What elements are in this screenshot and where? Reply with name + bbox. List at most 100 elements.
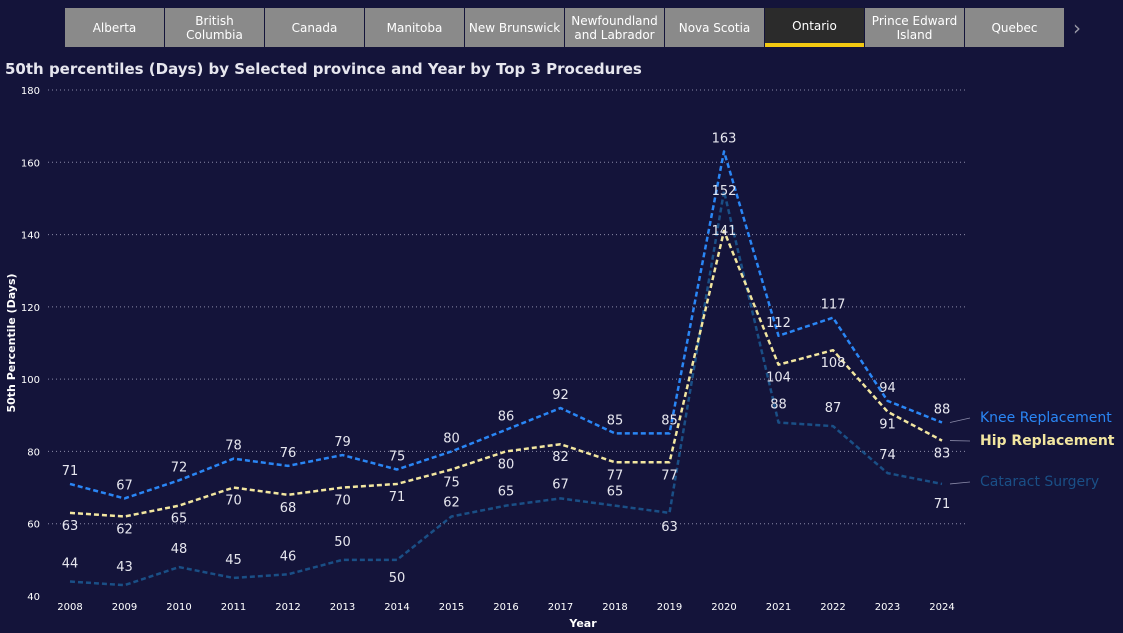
x-tick-label: 2013: [330, 602, 355, 613]
data-label: 72: [171, 460, 188, 475]
data-label: 117: [821, 298, 846, 313]
data-label: 87: [825, 401, 842, 416]
tab-canada[interactable]: Canada: [265, 8, 364, 47]
data-label: 78: [225, 439, 242, 454]
x-tick-label: 2018: [602, 602, 627, 613]
data-label: 71: [389, 490, 406, 505]
y-tick-label: 140: [21, 231, 40, 242]
data-label: 71: [934, 497, 951, 512]
series-line-hip-replacement: [69, 229, 943, 518]
y-tick-label: 120: [21, 303, 40, 314]
tab-prince-edward-island[interactable]: Prince Edward Island: [865, 8, 964, 47]
x-tick-label: 2020: [711, 602, 736, 613]
chart-title: 50th percentiles (Days) by Selected prov…: [5, 60, 642, 78]
data-label: 44: [62, 557, 79, 572]
x-tick-label: 2024: [929, 602, 954, 613]
data-label: 85: [607, 413, 624, 428]
data-label: 108: [821, 356, 846, 371]
x-axis-title: Year: [568, 617, 597, 630]
data-label: 76: [280, 446, 297, 461]
legend-leader: [949, 417, 971, 423]
data-label: 83: [934, 447, 951, 462]
x-tick-label: 2009: [112, 602, 137, 613]
x-tick-label: 2012: [275, 602, 300, 613]
data-label: 77: [661, 468, 678, 483]
chevron-right-icon[interactable]: ›: [1073, 16, 1081, 40]
province-tab-bar: Alberta British Columbia Canada Manitoba New…: [65, 8, 1065, 48]
y-tick-label: 60: [27, 520, 40, 531]
y-tick-label: 80: [27, 447, 40, 458]
legend-label-cataract-surgery: Cataract Surgery: [980, 474, 1099, 490]
tab-manitoba[interactable]: Manitoba: [365, 8, 464, 47]
data-label: 77: [607, 468, 624, 483]
data-label: 65: [171, 512, 188, 527]
data-label: 50: [334, 535, 351, 550]
data-label: 68: [280, 501, 297, 516]
data-label: 104: [766, 371, 791, 386]
y-tick-label: 160: [21, 158, 40, 169]
data-label: 75: [443, 476, 460, 491]
data-label: 112: [766, 316, 791, 331]
data-label: 80: [498, 457, 515, 472]
x-tick-label: 2017: [548, 602, 573, 613]
data-label: 50: [389, 571, 406, 586]
legend-label-hip-replacement: Hip Replacement: [980, 433, 1115, 449]
legend-label-knee-replacement: Knee Replacement: [980, 410, 1112, 426]
data-label: 45: [225, 553, 242, 568]
data-label: 62: [443, 495, 460, 510]
data-label: 48: [171, 542, 188, 557]
data-label: 43: [116, 560, 133, 575]
data-label: 91: [879, 418, 896, 433]
y-tick-label: 100: [21, 375, 40, 386]
data-label: 62: [116, 522, 133, 537]
data-label: 71: [62, 464, 79, 479]
data-label: 88: [934, 403, 951, 418]
tab-ontario[interactable]: Ontario: [765, 8, 864, 47]
x-tick-label: 2010: [166, 602, 191, 613]
data-label: 85: [661, 413, 678, 428]
x-tick-label: 2021: [766, 602, 791, 613]
data-label: 46: [280, 549, 297, 564]
series-line-knee-replacement: [69, 150, 943, 500]
tab-nova-scotia[interactable]: Nova Scotia: [665, 8, 764, 47]
data-label: 70: [225, 494, 242, 509]
series-line-cataract-surgery: [69, 189, 943, 587]
data-label: 63: [661, 520, 678, 535]
tab-quebec[interactable]: Quebec: [965, 8, 1064, 47]
data-label: 65: [607, 485, 624, 500]
data-label: 75: [389, 450, 406, 465]
data-label: 88: [770, 398, 787, 413]
data-label: 80: [443, 431, 460, 446]
x-tick-label: 2015: [439, 602, 464, 613]
tab-british-columbia[interactable]: British Columbia: [165, 8, 264, 47]
y-tick-label: 40: [27, 592, 40, 603]
legend-leader: [949, 481, 971, 485]
tab-alberta[interactable]: Alberta: [65, 8, 164, 47]
x-tick-label: 2011: [221, 602, 246, 613]
data-label: 163: [712, 131, 737, 146]
y-axis-title: 50th Percentile (Days): [5, 273, 18, 412]
tab-newfoundland-and-labrador[interactable]: Newfoundland and Labrador: [565, 8, 664, 47]
data-label: 67: [116, 478, 133, 493]
data-label: 94: [879, 381, 896, 396]
x-tick-label: 2008: [57, 602, 82, 613]
data-label: 79: [334, 435, 351, 450]
data-label: 65: [498, 485, 515, 500]
x-tick-label: 2023: [875, 602, 900, 613]
x-tick-label: 2014: [384, 602, 409, 613]
x-tick-label: 2022: [820, 602, 845, 613]
x-tick-label: 2019: [657, 602, 682, 613]
data-label: 141: [712, 224, 737, 239]
data-label: 67: [552, 477, 569, 492]
data-label: 74: [879, 448, 896, 463]
x-tick-label: 2016: [493, 602, 518, 613]
y-tick-label: 180: [21, 86, 40, 97]
data-label: 92: [552, 388, 569, 403]
data-label: 70: [334, 494, 351, 509]
tab-new-brunswick[interactable]: New Brunswick: [465, 8, 564, 47]
data-label: 152: [712, 184, 737, 199]
data-label: 86: [498, 410, 515, 425]
data-label: 63: [62, 519, 79, 534]
data-label: 82: [552, 450, 569, 465]
